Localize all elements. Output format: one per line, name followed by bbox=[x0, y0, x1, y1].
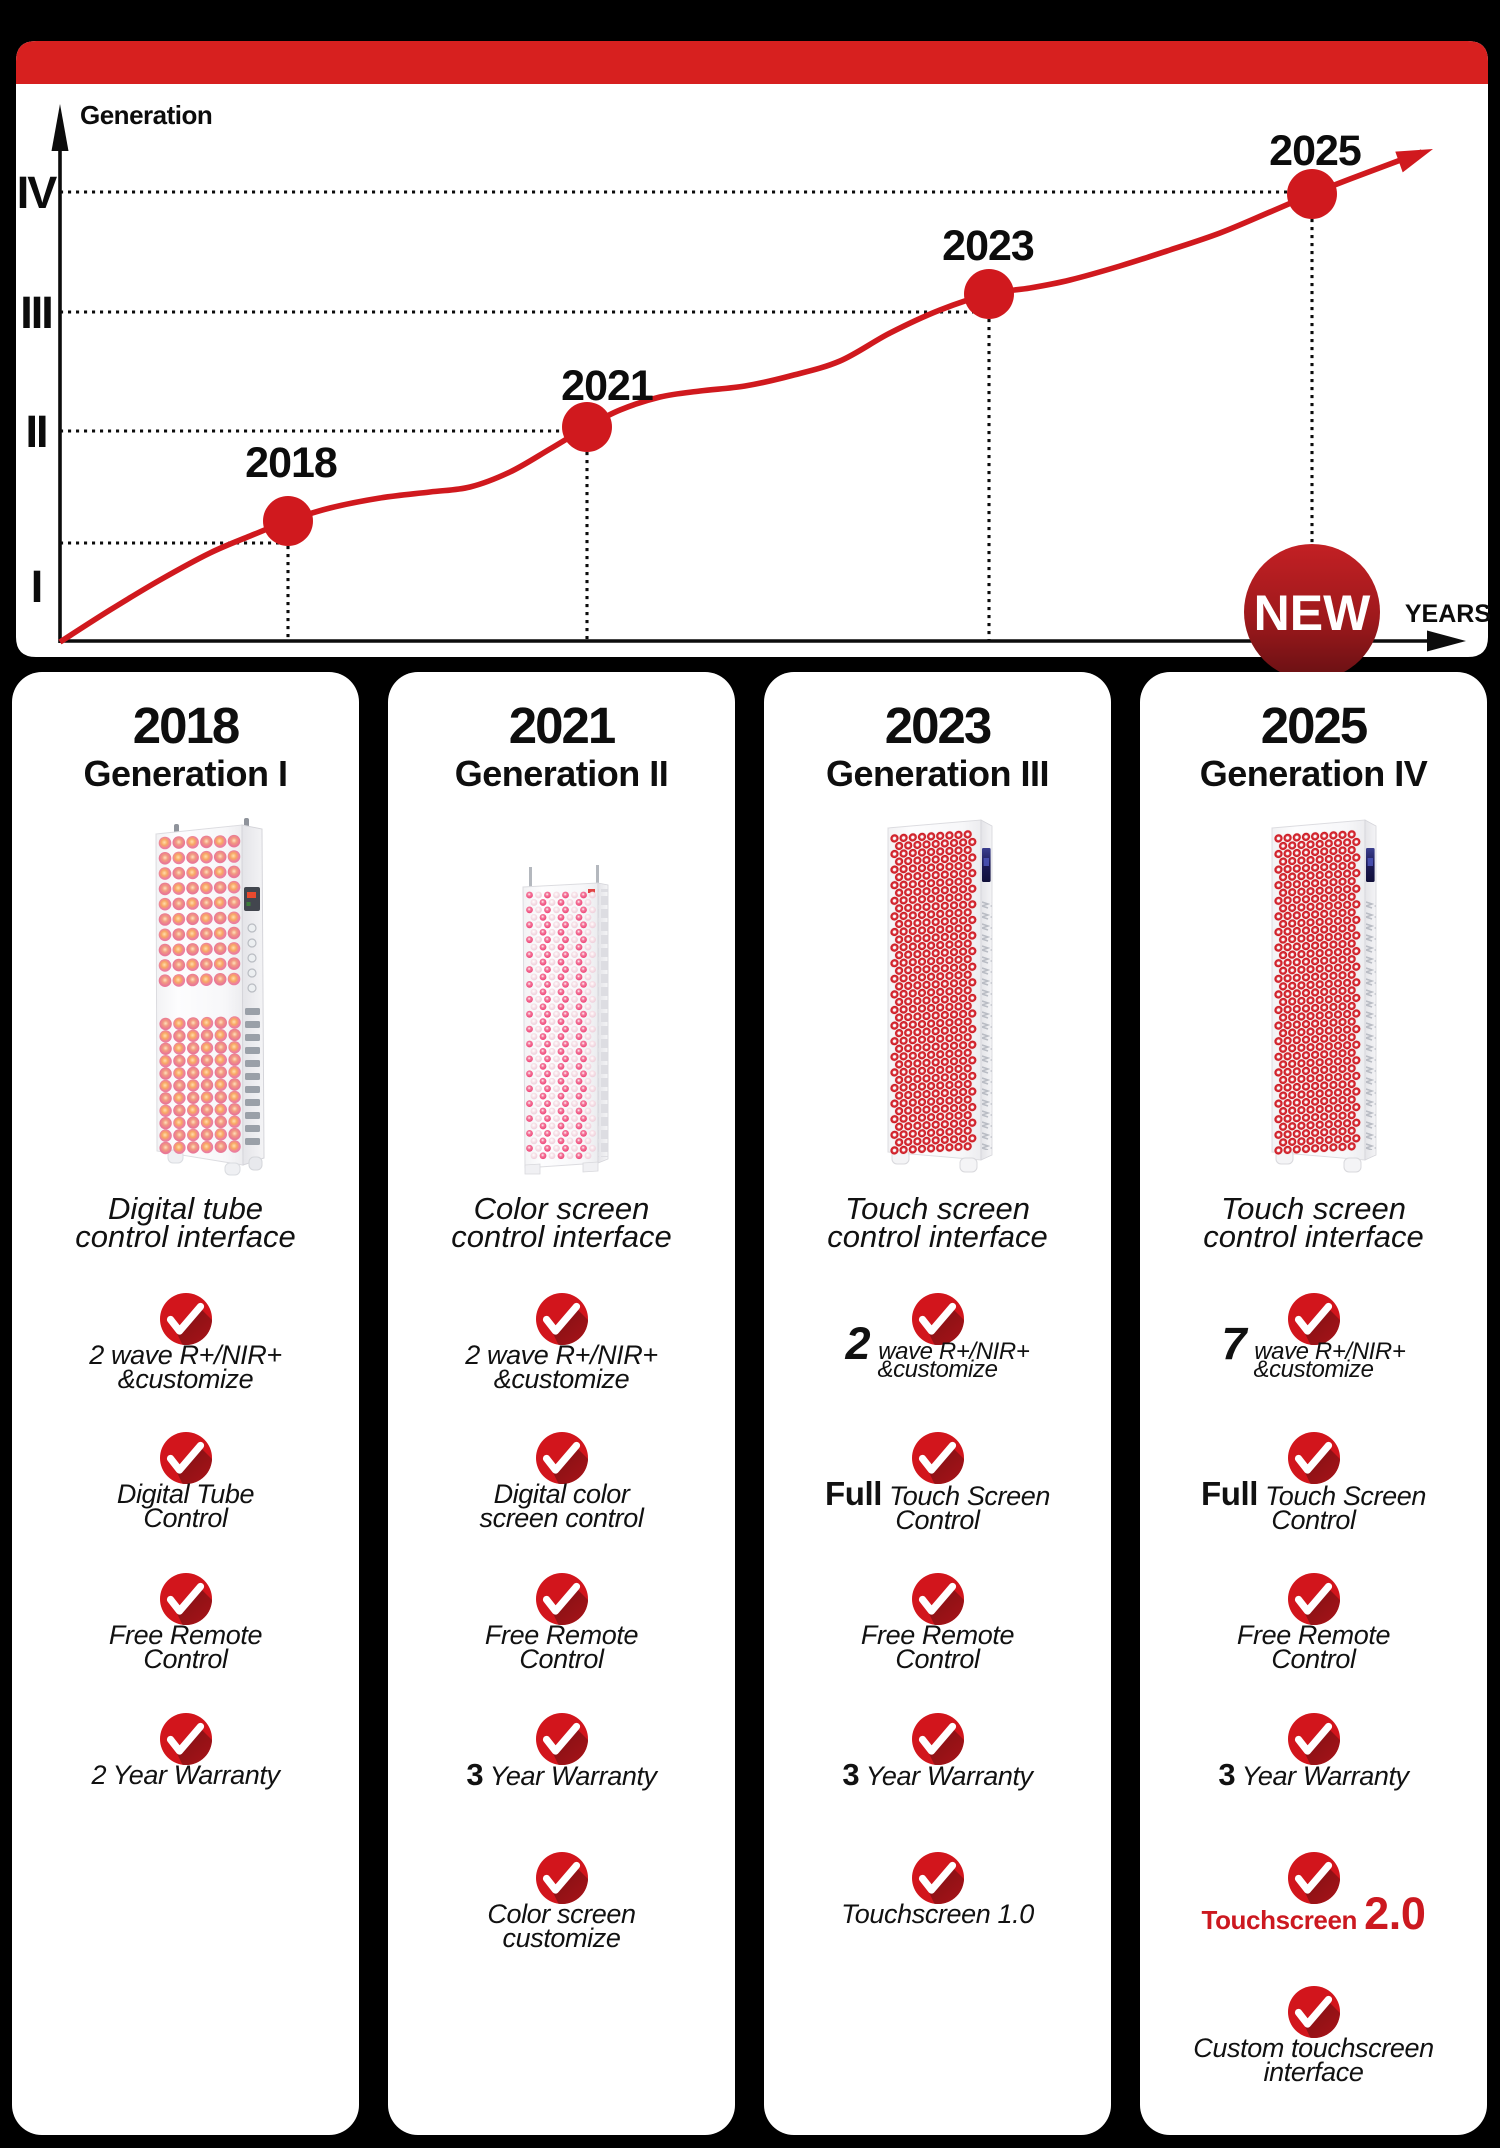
svg-text:NEW: NEW bbox=[1254, 585, 1371, 641]
svg-text:2018: 2018 bbox=[245, 439, 337, 487]
svg-text:Generation: Generation bbox=[80, 100, 212, 130]
svg-text:2023: 2023 bbox=[942, 222, 1034, 270]
svg-text:I: I bbox=[31, 561, 42, 612]
svg-text:YEARS: YEARS bbox=[1405, 600, 1491, 628]
svg-text:2025: 2025 bbox=[1269, 127, 1361, 175]
svg-text:II: II bbox=[25, 406, 46, 457]
svg-text:IV: IV bbox=[17, 167, 58, 218]
svg-text:III: III bbox=[20, 287, 52, 338]
svg-text:2021: 2021 bbox=[561, 362, 653, 410]
